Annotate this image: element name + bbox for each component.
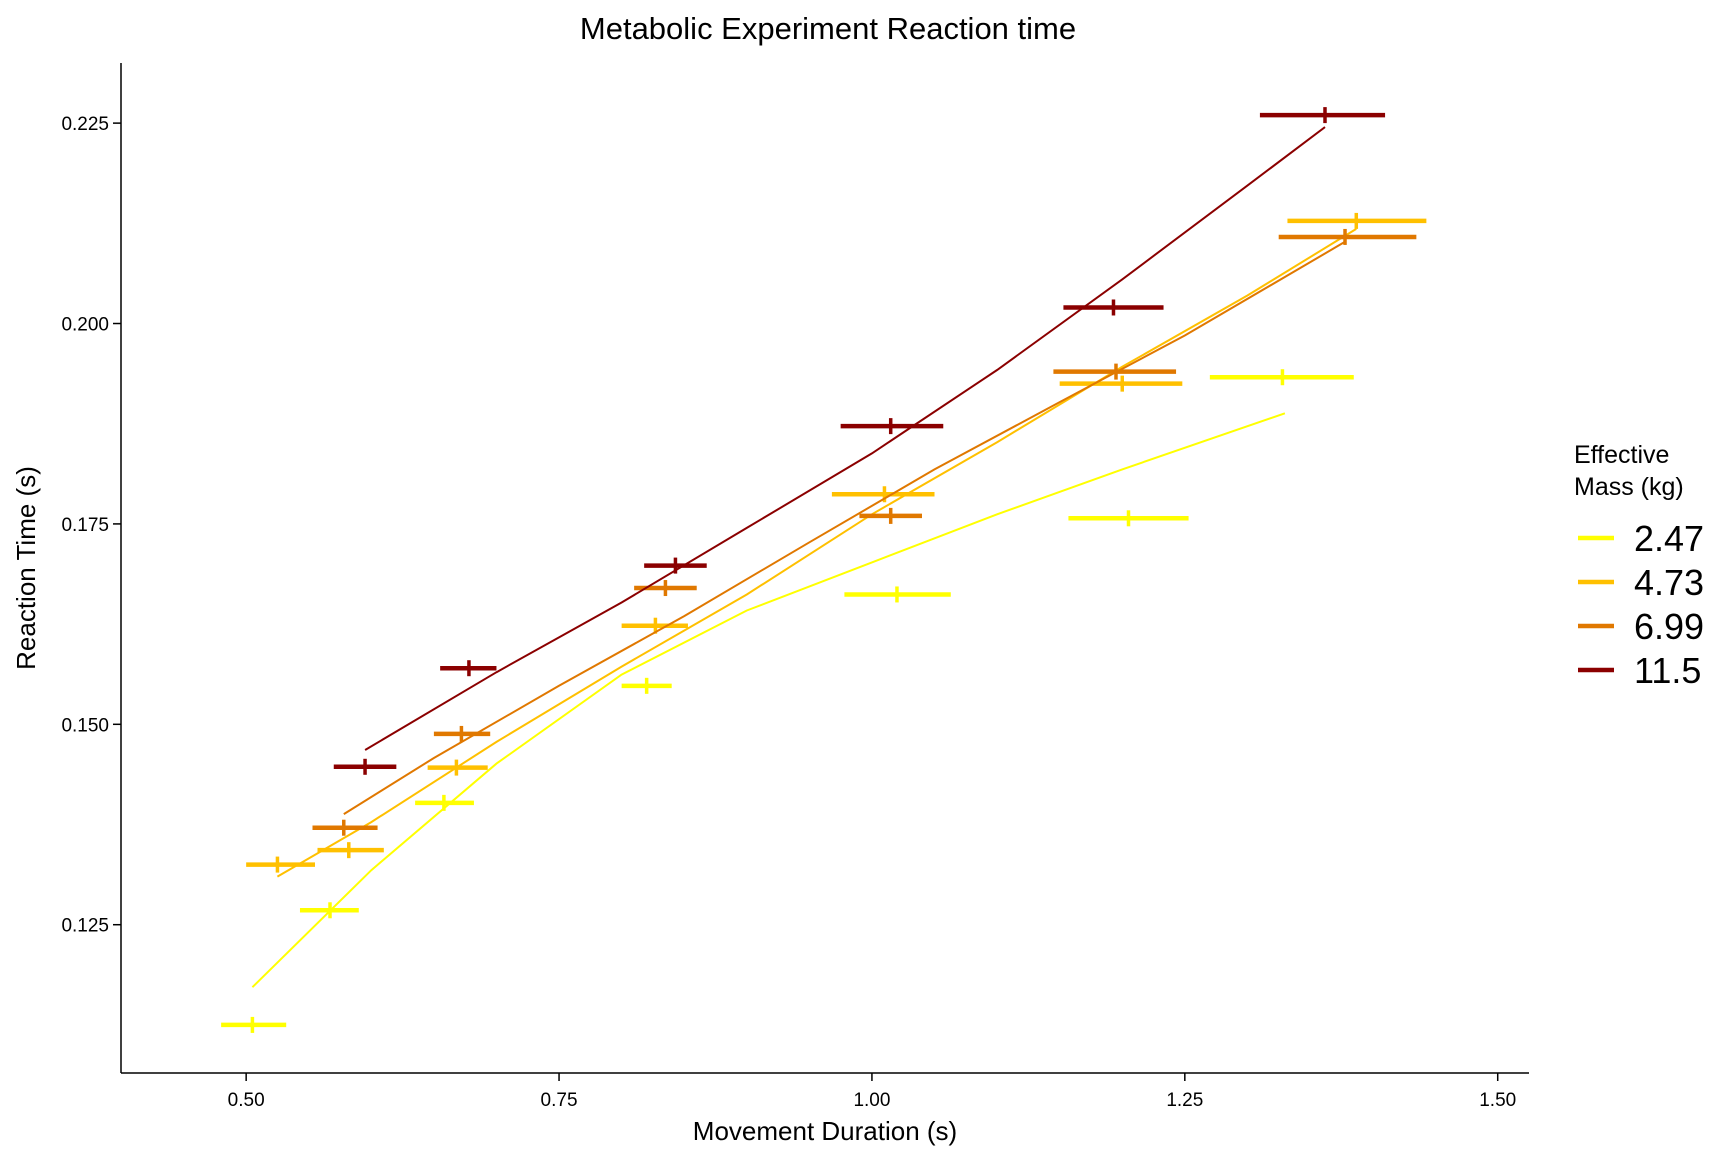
x-tick-label: 0.50 [228,1090,265,1111]
data-point-6.99 [312,819,378,836]
legend-title-line-2: Mass (kg) [1574,473,1684,501]
data-point-11.5 [1063,299,1164,316]
data-point-6.99 [1278,228,1417,245]
data-point-2.47 [221,1016,287,1033]
x-tick-label: 1.25 [1166,1090,1203,1111]
data-point-11.5 [1259,107,1386,124]
data-point-2.47 [1068,510,1189,527]
y-tick-label: 0.175 [61,515,109,536]
legend-label-2.47: 2.47 [1634,518,1704,559]
data-point-2.47 [844,586,951,603]
legend-label-11.5: 11.5 [1634,650,1701,691]
data-point-4.73 [317,842,384,859]
y-tick-label: 0.200 [61,315,109,336]
data-point-2.47 [299,902,359,919]
y-tick-label: 0.125 [61,916,109,937]
legend-label-4.73: 4.73 [1634,562,1704,603]
data-point-2.47 [1209,369,1354,386]
x-tick-label: 1.50 [1479,1090,1516,1111]
data-point-11.5 [440,660,497,677]
trend-line-2.47 [251,412,1286,988]
data-point-4.73 [1287,212,1427,229]
y-axis-label: Reaction Time (s) [11,466,41,670]
data-point-11.5 [333,758,397,775]
data-point-6.99 [1053,363,1177,380]
legend-label-6.99: 6.99 [1634,606,1704,647]
plot-area [221,107,1427,1033]
data-point-11.5 [644,557,707,574]
data-point-6.99 [433,725,491,742]
x-tick-label: 1.00 [853,1090,890,1111]
chart-title: Metabolic Experiment Reaction time [580,11,1076,46]
data-point-11.5 [840,418,944,435]
y-tick-label: 0.150 [61,715,109,736]
y-axis-ticks: 0.125 0.150 0.175 0.200 0.225 [61,114,121,937]
x-axis-label: Movement Duration (s) [693,1116,957,1146]
data-point-4.73 [427,759,488,776]
x-axis-ticks: 0.50 0.75 1.00 1.25 1.50 [228,1073,1516,1111]
data-point-6.99 [634,580,697,597]
data-point-2.47 [621,677,672,694]
trend-line-4.73 [276,228,1357,878]
y-tick-label: 0.225 [61,114,109,135]
trend-line-11.5 [364,126,1326,751]
legend-title-line-1: Effective [1574,441,1669,469]
data-point-2.47 [415,794,474,811]
data-point-4.73 [246,856,315,873]
trend-line-6.99 [343,240,1346,815]
data-point-4.73 [1059,375,1183,392]
data-point-6.99 [859,507,922,524]
x-tick-label: 0.75 [541,1090,578,1111]
